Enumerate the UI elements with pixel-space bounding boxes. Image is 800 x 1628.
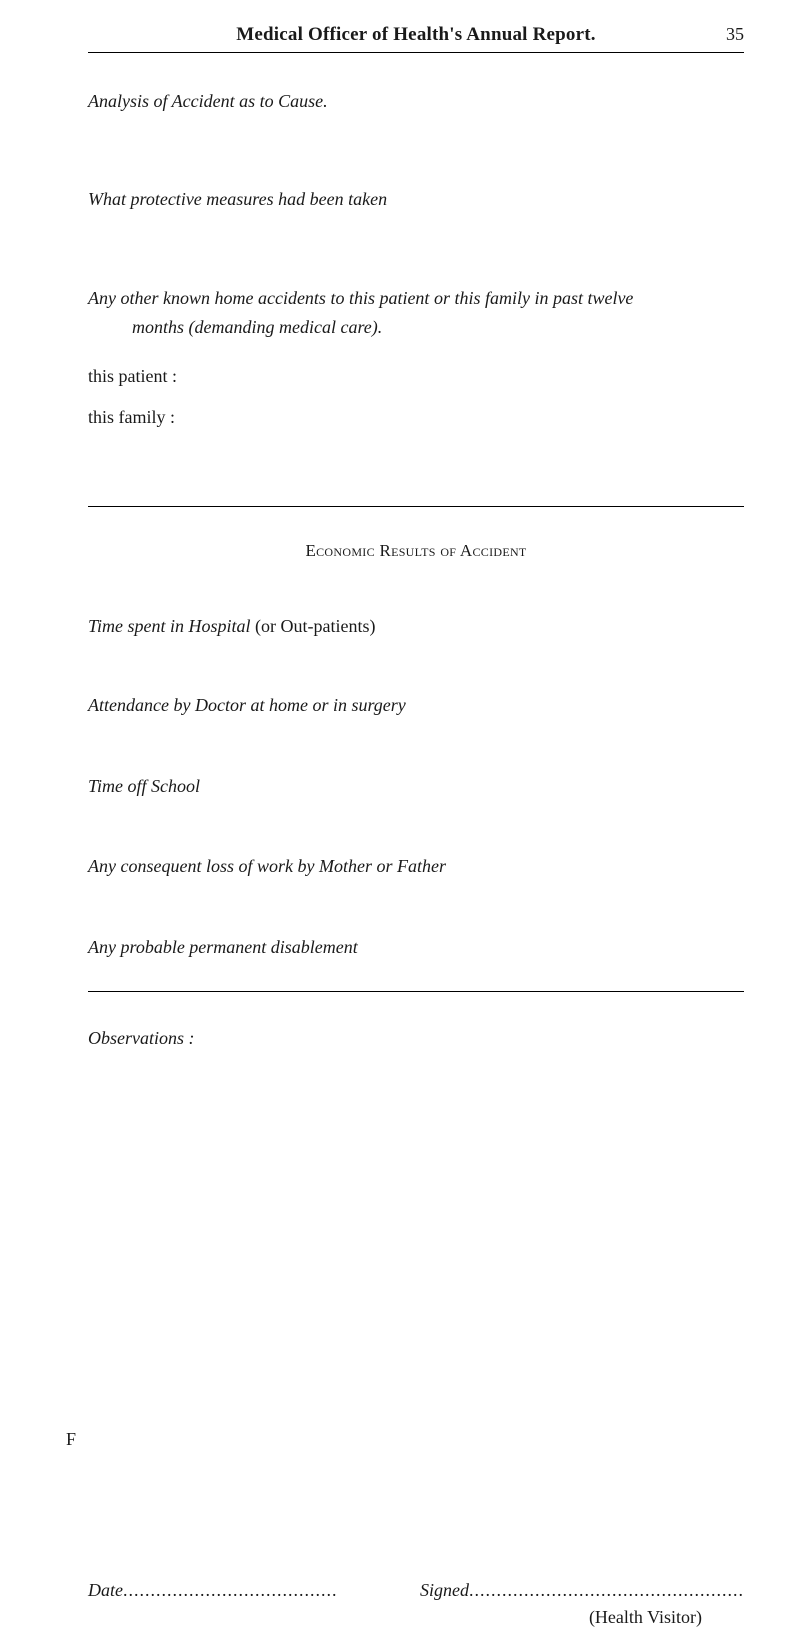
date-dots: .......................................: [123, 1580, 338, 1600]
para-other-known-main: Any other known home accidents to this p…: [88, 286, 744, 311]
header-rule: [88, 52, 744, 53]
mid-rule-1: [88, 506, 744, 507]
para-loss-work: Any consequent loss of work by Mother or…: [88, 854, 744, 878]
page-title: Medical Officer of Health's Annual Repor…: [124, 24, 708, 46]
page-number: 35: [708, 24, 744, 45]
footer-letter: F: [66, 1429, 76, 1450]
para-protective: What protective measures had been taken: [88, 187, 744, 211]
para-this-family: this family :: [88, 407, 744, 428]
para-analysis: Analysis of Accident as to Cause.: [88, 89, 744, 113]
signed-dots: ........................................…: [469, 1580, 744, 1600]
signature-row: Date....................................…: [88, 1580, 744, 1601]
date-label: Date: [88, 1580, 123, 1600]
mid-rule-2: [88, 991, 744, 992]
para-disablement: Any probable permanent disablement: [88, 935, 744, 959]
para-attendance: Attendance by Doctor at home or in surge…: [88, 693, 744, 717]
para-time-hospital-italic: Time spent in Hospital: [88, 616, 255, 636]
date-field: Date....................................…: [88, 1580, 338, 1601]
para-time-off: Time off School: [88, 774, 744, 798]
signed-field: Signed..................................…: [420, 1580, 744, 1601]
health-visitor-label: (Health Visitor): [88, 1607, 744, 1628]
section-heading-economic: Economic Results of Accident: [88, 541, 744, 561]
para-time-hospital: Time spent in Hospital (or Out-patients): [88, 616, 744, 637]
para-this-patient: this patient :: [88, 366, 744, 387]
header-row: Medical Officer of Health's Annual Repor…: [88, 24, 744, 46]
signed-label: Signed: [420, 1580, 469, 1600]
content: Analysis of Accident as to Cause. What p…: [88, 89, 744, 1628]
para-other-known-group: Any other known home accidents to this p…: [88, 286, 744, 428]
section-heading-text: Economic Results of Accident: [305, 541, 526, 560]
page: Medical Officer of Health's Annual Repor…: [0, 0, 800, 1480]
para-other-known-sub: months (demanding medical care).: [132, 317, 744, 338]
para-observations: Observations :: [88, 1026, 744, 1050]
para-time-hospital-plain: (or Out-patients): [255, 616, 375, 636]
